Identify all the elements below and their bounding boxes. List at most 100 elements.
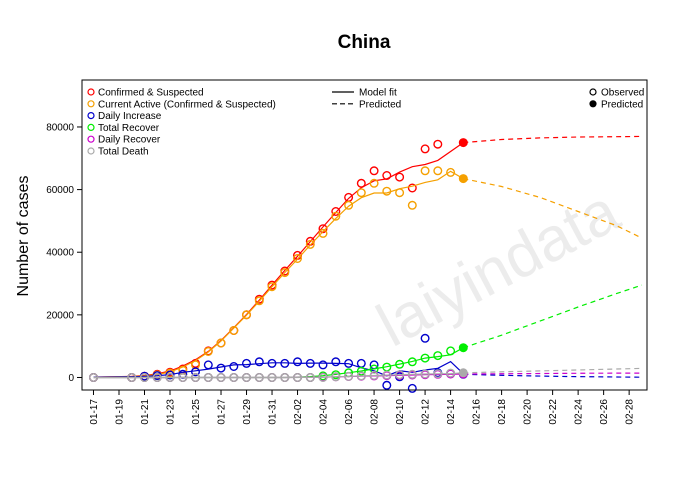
- y-tick-label: 0: [68, 373, 74, 384]
- data-point: [369, 166, 379, 176]
- series-2: [88, 333, 642, 393]
- data-point: [407, 383, 417, 393]
- data-point: [152, 373, 162, 383]
- data-point: [267, 358, 277, 368]
- data-point: [280, 358, 290, 368]
- data-point: [178, 373, 188, 383]
- data-point: [356, 371, 366, 381]
- data-point: [407, 200, 417, 210]
- data-point: [305, 239, 315, 249]
- x-tick-label: 01-17: [89, 399, 100, 425]
- x-tick-label: 02-24: [574, 399, 585, 425]
- plot-frame: [81, 79, 648, 391]
- data-point: [420, 166, 430, 176]
- data-point: [407, 357, 417, 367]
- data-point: [446, 167, 456, 177]
- data-point: [369, 178, 379, 188]
- data-point: [190, 373, 200, 383]
- data-point: [369, 364, 379, 374]
- watermark-logo: laiyindata: [366, 176, 630, 360]
- predicted-line: [463, 284, 643, 349]
- data-point: [369, 370, 379, 380]
- x-tick-label: 02-14: [446, 399, 457, 425]
- data-point: [165, 373, 175, 383]
- y-tick-label: 60000: [46, 185, 74, 196]
- x-tick-label: 02-04: [319, 399, 330, 425]
- legend-marker: [87, 111, 95, 120]
- x-tick-label: 01-29: [242, 399, 253, 425]
- x-tick-label: 02-28: [625, 399, 636, 425]
- data-point: [203, 373, 213, 383]
- data-point: [229, 326, 239, 336]
- x-tick-label: 02-12: [421, 399, 432, 425]
- data-point: [331, 372, 341, 382]
- data-point: [420, 369, 430, 379]
- data-point: [446, 346, 456, 356]
- legend-marker: [87, 147, 95, 155]
- predicted-line: [463, 373, 642, 378]
- data-point: [293, 357, 303, 367]
- legend-label: Confirmed & Suspected: [98, 88, 204, 99]
- data-point: [241, 358, 251, 368]
- predicted-line: [463, 178, 643, 239]
- x-tick-label: 02-26: [599, 399, 610, 425]
- x-tick-label: 01-27: [217, 399, 228, 425]
- x-tick-label: 01-19: [115, 399, 126, 425]
- data-point: [216, 338, 226, 348]
- data-point: [190, 367, 200, 377]
- predicted-point: [458, 368, 468, 378]
- data-point: [420, 144, 430, 154]
- chart-title: China: [338, 32, 391, 53]
- predicted-line: [463, 372, 642, 375]
- data-point: [254, 296, 264, 306]
- data-point: [267, 373, 277, 383]
- fit-line: [93, 170, 464, 378]
- x-tick-label: 02-02: [293, 399, 304, 425]
- data-point: [420, 353, 430, 363]
- x-tick-label: 02-20: [523, 399, 534, 425]
- data-point: [395, 188, 405, 198]
- legend-marker: [87, 88, 95, 96]
- data-point: [241, 373, 251, 383]
- legend-label: Total Death: [98, 147, 149, 158]
- predicted-line: [463, 135, 642, 144]
- data-point: [331, 211, 341, 221]
- data-point: [356, 366, 366, 376]
- legend-point-marker: [589, 88, 597, 96]
- data-point: [382, 370, 392, 380]
- data-point: [216, 373, 226, 383]
- legend-label: Daily Increase: [98, 111, 162, 122]
- data-point: [433, 166, 443, 176]
- data-point: [433, 369, 443, 379]
- data-point: [229, 362, 239, 372]
- data-point: [280, 268, 290, 278]
- data-point: [203, 360, 213, 370]
- predicted-point: [458, 138, 468, 148]
- data-point: [318, 360, 328, 370]
- data-point: [395, 172, 405, 182]
- data-point: [344, 192, 354, 202]
- x-tick-label: 02-08: [370, 399, 381, 425]
- data-point: [254, 373, 264, 383]
- data-point: [446, 368, 456, 378]
- legend-label: Daily Recover: [98, 135, 161, 146]
- data-point: [331, 206, 341, 216]
- fit-line: [93, 142, 464, 378]
- data-point: [190, 360, 200, 370]
- data-point: [305, 373, 315, 383]
- data-point: [420, 333, 430, 343]
- data-point: [407, 369, 417, 379]
- x-tick-label: 01-31: [268, 399, 279, 425]
- y-axis-label: Number of cases: [15, 176, 32, 297]
- data-point: [331, 357, 341, 367]
- legend-label: Current Active (Confirmed & Suspected): [98, 99, 276, 110]
- data-point: [165, 370, 175, 380]
- data-point: [395, 370, 405, 380]
- data-point: [293, 253, 303, 263]
- data-point: [356, 358, 366, 368]
- legend-point-marker: [589, 100, 597, 108]
- x-tick-label: 01-21: [140, 399, 151, 425]
- data-point: [139, 373, 149, 383]
- data-point: [318, 228, 328, 238]
